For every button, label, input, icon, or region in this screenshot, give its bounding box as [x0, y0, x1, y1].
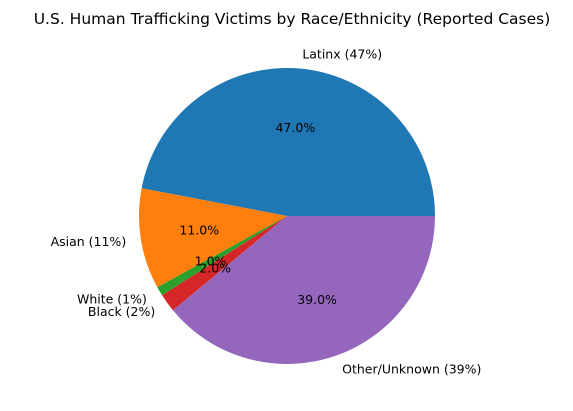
- pie-percent-label-2: 11.0%: [179, 222, 219, 237]
- pie-slice-3: [157, 216, 287, 296]
- pie-category-label-2: Asian (11%): [51, 234, 127, 249]
- pie-outer-labels: Latinx (47%) Asian (11%) White (1%)Black (…: [51, 46, 482, 376]
- pie-slice-4: [162, 216, 287, 311]
- chart-title: U.S. Human Trafficking Victims by Race/E…: [34, 10, 551, 28]
- pie-category-label-5: Other/Unknown (39%): [342, 362, 481, 377]
- pie-category-label-1: Latinx (47%): [302, 46, 382, 61]
- pie-slice-5: [172, 216, 435, 364]
- pie-percent-label-4: 2.0%: [199, 261, 231, 276]
- pie-percent-label-1: 47.0%: [275, 120, 315, 135]
- pie-category-label-3: White (1%): [77, 291, 147, 306]
- pie-percent-label-5: 39.0%: [297, 292, 337, 307]
- pie-category-label-4: Black (2%): [88, 304, 155, 319]
- pie-slice-1: [141, 68, 435, 217]
- pie-slice-2: [139, 188, 287, 288]
- pie-percent-label-3: 1.0%: [195, 254, 227, 269]
- pie-percent-labels: 47.0% 11.0% 1.0%2.0% 39.0%: [179, 120, 337, 307]
- pie-slices: [139, 68, 435, 364]
